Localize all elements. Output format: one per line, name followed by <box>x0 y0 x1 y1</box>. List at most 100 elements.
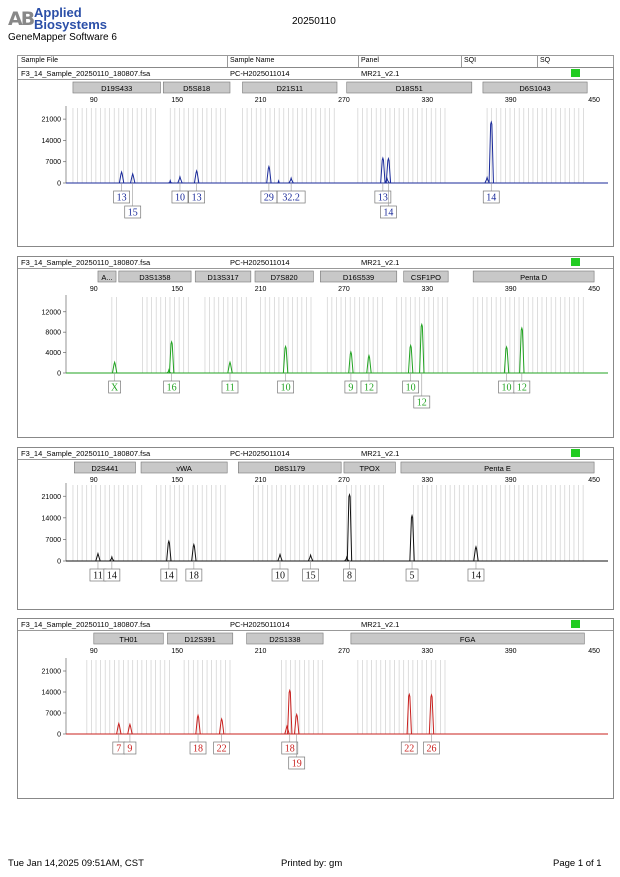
x-tick-label: 90 <box>90 286 98 293</box>
allele-call-label: 7 <box>116 744 121 755</box>
x-tick-label: 450 <box>588 286 600 293</box>
allele-call-box <box>221 380 239 394</box>
allele-call-label: 14 <box>471 571 481 582</box>
locus-label: FGA <box>460 635 475 644</box>
allele-peak <box>307 553 314 562</box>
allele-call-label: 29 <box>264 193 274 204</box>
allele-call-box <box>343 568 356 582</box>
allele-peak <box>168 340 175 374</box>
allele-peak <box>116 721 122 735</box>
allele-call-label: 12 <box>364 383 374 394</box>
x-tick-label: 330 <box>421 286 433 293</box>
allele-peak <box>344 555 350 562</box>
allele-call-label: 12 <box>517 383 527 394</box>
locus-label: D19S433 <box>101 84 132 93</box>
sample-file: F3_14_Sample_20250110_180807.fsa <box>21 69 151 78</box>
panel-name: MR21_v2.1 <box>361 69 400 78</box>
allele-call-label: 10 <box>175 193 185 204</box>
allele-call-label: 18 <box>285 744 295 755</box>
allele-peak <box>473 545 479 562</box>
locus-label: D13S317 <box>207 273 238 282</box>
allele-call-label: 10 <box>406 383 416 394</box>
allele-call-label: 10 <box>502 383 512 394</box>
allele-call-box <box>402 380 420 394</box>
allele-peak <box>227 360 233 374</box>
y-tick-label: 14000 <box>42 515 62 522</box>
x-tick-label: 210 <box>255 648 267 655</box>
allele-call-box <box>482 190 500 204</box>
allele-call-box <box>413 395 431 409</box>
allele-call-label: 14 <box>164 571 174 582</box>
col-sample-file: Sample File <box>21 57 58 64</box>
allele-call-box <box>400 741 418 755</box>
y-tick-label: 21000 <box>42 669 62 676</box>
locus-label: D18S51 <box>396 84 423 93</box>
allele-peak <box>191 542 197 562</box>
allele-peak <box>293 712 300 735</box>
allele-peak <box>282 344 289 374</box>
allele-call-box <box>281 741 299 755</box>
x-tick-label: 330 <box>421 477 433 484</box>
sample-name: PC-H2025011014 <box>230 258 290 267</box>
allele-call-box <box>188 190 205 204</box>
allele-call-box <box>302 568 319 582</box>
allele-peak <box>346 492 353 562</box>
electropherogram-panel-red: F3_14_Sample_20250110_180807.fsa PC-H202… <box>17 618 614 799</box>
allele-call-label: X <box>111 383 119 394</box>
electropherogram-panel-green: F3_14_Sample_20250110_180807.fsa PC-H202… <box>17 256 614 438</box>
x-tick-label: 390 <box>505 286 517 293</box>
electropherogram-panel-blue: F3_14_Sample_20250110_180807.fsa PC-H202… <box>17 67 614 247</box>
allele-call-label: 22 <box>404 744 414 755</box>
locus-box <box>254 270 314 283</box>
locus-label: D2S1338 <box>269 635 300 644</box>
locus-label: CSF1PO <box>411 273 441 282</box>
locus-box <box>403 270 449 283</box>
locus-label: D6S1043 <box>519 84 550 93</box>
locus-box <box>97 270 117 283</box>
x-tick-label: 210 <box>255 286 267 293</box>
allele-call-box <box>103 568 121 582</box>
y-tick-label: 7000 <box>45 711 61 718</box>
allele-call-box <box>171 190 189 204</box>
locus-label: TH01 <box>119 635 137 644</box>
panel-name: MR21_v2.1 <box>361 449 400 458</box>
sample-name: PC-H2025011014 <box>230 620 290 629</box>
locus-box <box>162 81 231 94</box>
y-tick-label: 14000 <box>42 690 62 697</box>
allele-call-box <box>276 190 306 204</box>
x-tick-label: 390 <box>505 477 517 484</box>
allele-call-box <box>360 380 378 394</box>
panel-title-row: F3_14_Sample_20250110_180807.fsa PC-H202… <box>18 619 613 631</box>
allele-peak <box>287 688 293 735</box>
allele-call-box <box>124 205 142 219</box>
allele-peak <box>195 713 201 735</box>
logo-mark: AB <box>8 8 35 30</box>
locus-box <box>194 270 252 283</box>
printed-by: Printed by: gm <box>281 858 343 869</box>
y-tick-label: 0 <box>57 559 61 566</box>
locus-box <box>350 632 585 645</box>
panel-title-row: F3_14_Sample_20250110_180807.fsa PC-H202… <box>18 448 613 460</box>
allele-call-label: 13 <box>378 193 388 204</box>
allele-call-box <box>213 741 231 755</box>
col-sq: SQ <box>540 57 551 64</box>
allele-peak <box>348 350 354 374</box>
allele-call-label: 12 <box>417 398 427 409</box>
y-tick-label: 0 <box>57 732 61 739</box>
x-tick-label: 270 <box>338 648 350 655</box>
sample-name: PC-H2025011014 <box>230 449 290 458</box>
allele-call-box <box>185 568 203 582</box>
x-tick-label: 390 <box>505 97 517 104</box>
quality-indicator <box>571 449 580 457</box>
locus-box <box>72 81 161 94</box>
y-tick-label: 7000 <box>45 159 61 166</box>
y-tick-label: 21000 <box>42 494 62 501</box>
locus-box <box>482 81 588 94</box>
allele-call-label: 14 <box>107 571 117 582</box>
x-tick-label: 330 <box>421 648 433 655</box>
allele-call-box <box>163 380 180 394</box>
allele-peak <box>111 360 118 374</box>
allele-call-box <box>277 380 294 394</box>
